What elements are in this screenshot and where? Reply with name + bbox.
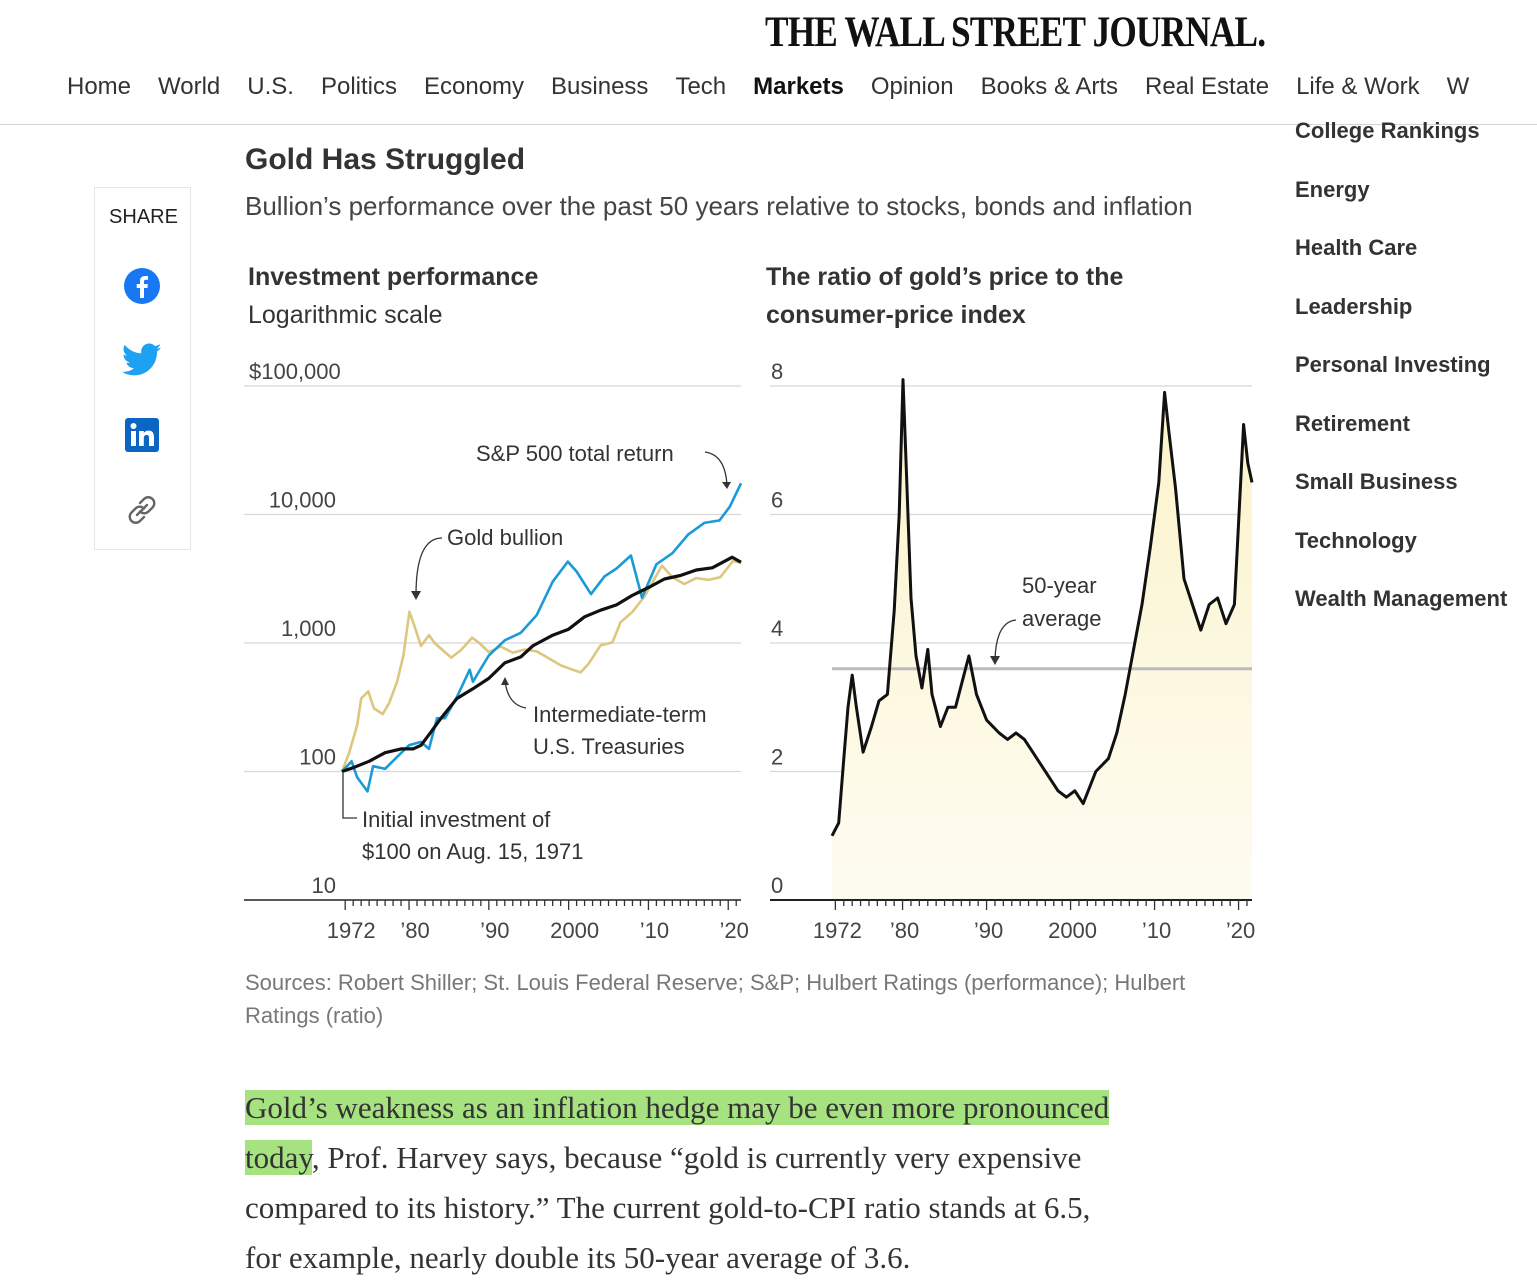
x-tick-label: ’10 [1142,918,1171,943]
x-tick-label: ’80 [400,918,429,943]
sidebar-item-wealth-management[interactable]: Wealth Management [1295,586,1508,611]
sidebar-item-small-business[interactable]: Small Business [1295,469,1458,494]
treasuries-label: U.S. Treasuries [533,734,685,759]
sidebar-item-energy[interactable]: Energy [1295,177,1370,202]
sidebar-item-health-care[interactable]: Health Care [1295,235,1418,260]
left-panel-subtitle: Logarithmic scale [248,301,443,329]
y-tick-label: 100 [299,745,336,770]
average-label: 50-year [1022,573,1097,598]
left-panel-title: Investment performance Logarithmic scale [248,258,538,334]
x-tick-label: ’80 [890,918,919,943]
sp500-leader [704,451,728,488]
x-tick-label: 2000 [550,918,599,943]
paragraph-line-2: , Prof. Harvey says, because “gold is cu… [311,1140,1082,1175]
graphic-subtitle: Bullion’s performance over the past 50 y… [245,191,1193,221]
initial-investment-label: $100 on Aug. 15, 1971 [362,839,583,864]
average-arrowhead [990,656,1000,665]
treasuries-label: Intermediate-term [533,702,707,727]
sp500-label: S&P 500 total return [476,441,674,466]
y-tick-label: $100,000 [249,359,341,384]
nav-economy[interactable]: Economy [424,73,525,100]
x-tick-label: ’10 [640,918,669,943]
nav-tech[interactable]: Tech [675,73,727,100]
nav-business[interactable]: Business [551,73,649,100]
nav-world[interactable]: World [158,73,221,100]
paragraph-line-4: for example, nearly double its 50-year a… [245,1240,911,1275]
wsj-logo[interactable]: THE WALL STREET JOURNAL. [765,9,1266,56]
facebook-icon[interactable] [121,265,163,307]
nav-us[interactable]: U.S. [247,73,294,100]
nav-home[interactable]: Home [67,73,132,100]
y-tick-label: 1,000 [281,616,336,641]
average-label: average [1022,606,1102,631]
x-tick-label: 1972 [327,918,376,943]
graphic-title: Gold Has Struggled [245,143,526,176]
x-tick-label: 1972 [813,918,862,943]
gold-bullion-line [340,559,742,772]
nav-markets[interactable]: Markets [753,73,844,100]
link-icon[interactable] [121,489,163,531]
sp500-line [341,482,743,793]
x-tick-label: ’20 [720,918,749,943]
y-tick-label: 4 [771,616,783,641]
treasuries-arrowhead [501,677,509,685]
nav-opinion[interactable]: Opinion [870,73,954,100]
nav-real-estate[interactable]: Real Estate [1144,73,1270,100]
y-tick-label: 6 [771,488,783,513]
y-tick-label: 10,000 [269,488,336,513]
highlighted-text: Gold’s weakness as an inflation hedge ma… [245,1090,1110,1125]
ratio-area-fill [832,379,1252,901]
nav-books-arts[interactable]: Books & Arts [980,73,1118,100]
initial-investment-leader [342,772,357,819]
sources-note: Sources: Robert Shiller; St. Louis Feder… [245,970,1186,1028]
y-tick-label: 0 [771,873,783,898]
gold-bullion-label: Gold bullion [447,525,563,550]
sidebar-item-personal-investing[interactable]: Personal Investing [1295,352,1491,377]
nav-life-work[interactable]: Life & Work [1296,73,1420,100]
treasuries-line [341,555,742,774]
gold-leader [415,537,443,596]
paragraph-line-3: compared to its history.” The current go… [245,1190,1091,1225]
initial-investment-label: Initial investment of [362,807,551,832]
x-tick-label: ’90 [974,918,1003,943]
nav-more[interactable]: W [1446,73,1470,100]
ratio-line [830,378,1254,837]
sp500-arrowhead [722,482,731,489]
x-tick-label: ’20 [1226,918,1255,943]
share-rail: SHARE [94,187,191,550]
share-label: SHARE [109,206,178,228]
y-tick-label: 2 [771,745,783,770]
masthead: THE WALL STREET JOURNAL. Home World U.S.… [0,0,1537,125]
right-panel-title: The ratio of gold’s price to the consume… [766,263,1124,329]
article-paragraph: Gold’s weakness as an inflation hedge ma… [245,1083,1255,1283]
left-panel-title-text: Investment performance [248,263,539,291]
average-leader [994,619,1017,661]
sidebar-item-college-rankings[interactable]: College Rankings [1295,118,1480,143]
linkedin-icon[interactable] [121,414,163,456]
sidebar-item-retirement[interactable]: Retirement [1295,411,1410,436]
sidebar-item-leadership[interactable]: Leadership [1295,294,1413,319]
highlighted-text-end: today [245,1140,312,1175]
x-tick-label: 2000 [1048,918,1097,943]
y-tick-label: 10 [312,873,336,898]
sidebar-item-technology[interactable]: Technology [1295,528,1417,553]
gold-arrowhead [411,591,421,600]
y-tick-label: 8 [771,359,783,384]
x-tick-label: ’90 [480,918,509,943]
nav-politics[interactable]: Politics [320,73,397,100]
treasuries-leader [504,680,527,709]
main-nav: Home World U.S. Politics Economy Busines… [67,73,1496,101]
twitter-icon[interactable] [121,339,163,381]
